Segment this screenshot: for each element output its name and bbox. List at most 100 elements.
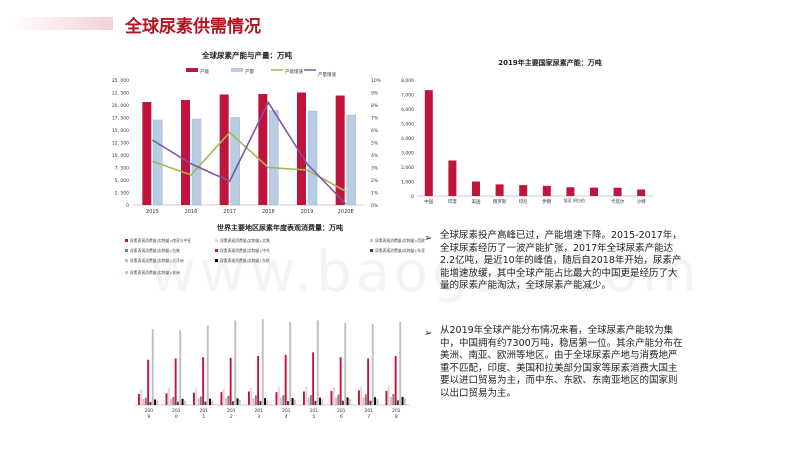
- chart3-bar: [289, 321, 292, 405]
- chart3-bar: [248, 391, 250, 405]
- chart3-legend-swatch: [215, 239, 218, 242]
- chart3-bar: [401, 396, 404, 405]
- chart3-bar: [183, 400, 186, 405]
- chart3-bar: [181, 398, 184, 405]
- chart1-legend-swatch: [231, 68, 243, 72]
- chart3-title: 世界主要地区尿素年度表观消费量：万吨: [217, 223, 343, 232]
- chart1-bar-capacity: [297, 92, 306, 205]
- chart3-xtick: 2: [230, 414, 233, 420]
- chart1-ytick-left: 25, 000: [112, 78, 129, 84]
- chart3-bar: [364, 394, 367, 405]
- chart3-bar: [229, 357, 232, 405]
- chart3-legend-swatch: [370, 249, 373, 252]
- chart3-bar: [149, 401, 152, 405]
- chart1-ytick-left: 7, 500: [115, 166, 129, 172]
- chart2-xtick: 印尼: [519, 198, 528, 205]
- page-title: 全球尿素供需情况: [125, 17, 261, 37]
- chart1-ytick-right: 4%: [371, 153, 379, 159]
- chart1-xtick: 2018: [262, 209, 275, 215]
- chart3-bar: [387, 385, 390, 405]
- chart1-line-capacity-growth: [152, 131, 347, 192]
- chart2-bar: [424, 90, 433, 196]
- chart3-bar: [225, 398, 227, 405]
- chart3-bar: [266, 399, 269, 405]
- chart3-bar: [232, 401, 234, 405]
- chart1-ytick-right: 9%: [371, 91, 379, 97]
- chart3-bar: [199, 396, 202, 405]
- chart2-bar: [590, 187, 598, 196]
- chart2-ytick: 4,000: [401, 136, 414, 142]
- chart3-bar: [138, 393, 140, 405]
- chart3-bar: [227, 395, 230, 405]
- chart2-xtick: 卡塔尔: [611, 198, 625, 205]
- chart3-xtick: 7: [367, 414, 370, 420]
- chart3-bar: [151, 329, 154, 405]
- chart3-bar: [250, 387, 253, 405]
- chart3-bar: [330, 390, 333, 405]
- chart3-bar: [332, 387, 335, 405]
- chart3-bar: [376, 398, 379, 405]
- chart3-xtick: 201: [364, 408, 373, 414]
- chart3-bar: [284, 354, 287, 405]
- chart2-bar: [542, 185, 551, 196]
- bullet-arrow-2: ➢: [424, 328, 433, 339]
- chart1-bar-production: [191, 118, 202, 206]
- chart3-bar: [342, 400, 344, 405]
- chart3-bar: [287, 400, 289, 405]
- chart3-xtick: 201: [227, 408, 236, 414]
- chart3-bar: [346, 397, 349, 405]
- chart3-bar: [154, 399, 156, 405]
- chart1-ytick-right: 5%: [371, 141, 379, 147]
- chart3-bar: [209, 398, 211, 405]
- chart1-ytick-left: 5, 000: [115, 178, 129, 184]
- chart3-xtick: 201: [172, 408, 181, 414]
- chart3-bar: [390, 396, 392, 405]
- chart3-legend-label: 尿素表观消费量(实物量):大洋洲: [130, 258, 184, 263]
- chart3-legend-swatch: [125, 249, 128, 252]
- chart1-bar-capacity: [219, 94, 229, 205]
- chart3-xtick: 1: [202, 414, 205, 420]
- chart1-bar-capacity: [335, 95, 345, 205]
- chart2-title: 2019年主要国家尿素产能：万吨: [498, 58, 601, 67]
- chart3-legend-swatch: [125, 239, 128, 242]
- chart3-bar: [319, 397, 321, 405]
- chart3-bar: [259, 401, 262, 405]
- chart3-bar: [252, 398, 255, 405]
- chart1-line-production-growth: [151, 100, 347, 205]
- chart3-bar: [170, 398, 172, 405]
- chart3-bar: [206, 325, 209, 405]
- chart2-bar: [495, 184, 504, 196]
- chart1-ytick-right: 1%: [371, 191, 379, 197]
- chart3-bar: [202, 357, 205, 405]
- chart2-ytick: 7,000: [401, 93, 414, 99]
- chart3-xtick: 200: [144, 408, 153, 414]
- chart2-ytick: 5,000: [401, 122, 414, 128]
- chart3-bar: [397, 400, 399, 405]
- chart3-legend-swatch: [215, 259, 218, 262]
- chart3-xtick: 8: [395, 414, 398, 420]
- chart3-legend-label: 尿素表观消费量(实物量):拉美: [130, 248, 180, 253]
- chart3-bar: [309, 394, 312, 405]
- chart3-legend-swatch: [125, 259, 128, 262]
- chart3-bar: [275, 392, 278, 405]
- chart2-bar: [448, 160, 457, 196]
- chart1-bar-production: [230, 117, 240, 206]
- chart1-ytick-right: 8%: [371, 103, 379, 109]
- chart3-bar: [316, 320, 319, 405]
- chart3-bar: [280, 397, 282, 405]
- chart2-xtick: 中国: [424, 198, 433, 205]
- chart3-xtick: 201: [392, 408, 401, 414]
- chart2-bar: [472, 181, 480, 196]
- chart3-bar: [321, 399, 324, 405]
- paragraph-2: 从2019年全球产能分布情况来看，全球尿素产能较为集中，中国拥有约7300万吨，…: [440, 325, 683, 399]
- chart3-legend-swatch: [215, 249, 218, 252]
- chart3-bar: [339, 357, 342, 405]
- title-decor-bar: [10, 17, 113, 30]
- chart3-bar: [293, 399, 296, 405]
- chart1-ytick-right: 10%: [371, 78, 382, 84]
- chart3-bar: [307, 397, 310, 405]
- chart3-bar: [362, 397, 365, 405]
- chart1-ytick-left: 2, 500: [115, 191, 129, 197]
- chart1-xtick: 2016: [185, 209, 198, 215]
- chart2-ytick: 8,000: [401, 78, 414, 84]
